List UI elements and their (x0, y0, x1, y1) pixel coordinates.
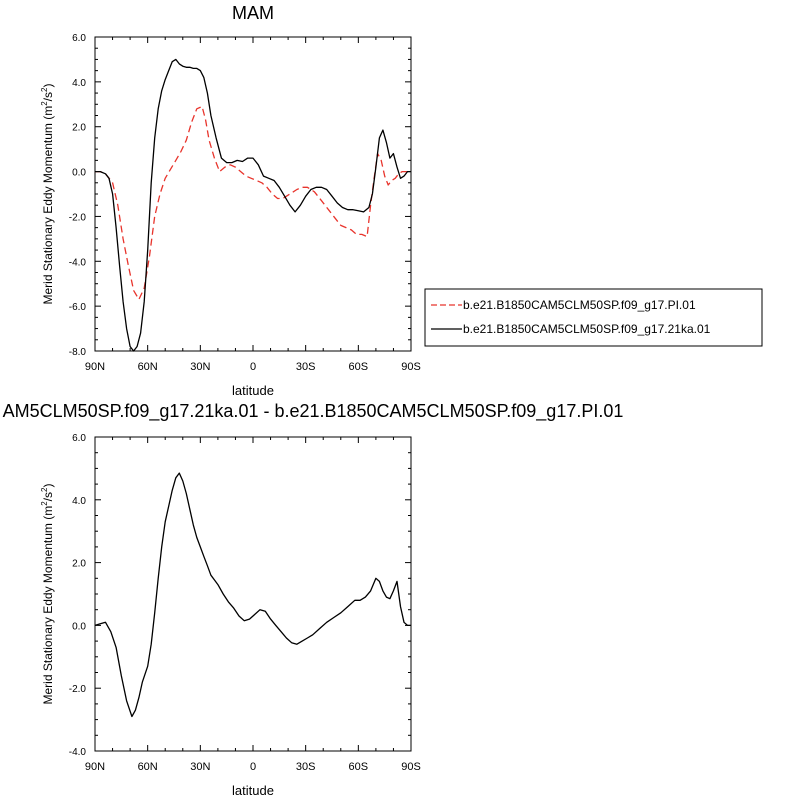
bottom-panel: AM5CLM50SP.f09_g17.21ka.01 - b.e21.B1850… (3, 401, 624, 798)
y-tick-label: -8.0 (69, 347, 87, 358)
y-tick-label: 2.0 (72, 559, 86, 570)
bottom-x-axis-label: latitude (232, 783, 274, 798)
x-tick-label: 0 (250, 361, 256, 373)
legend-label-21ka: b.e21.B1850CAM5CLM50SP.f09_g17.21ka.01 (463, 322, 711, 336)
legend-box (424, 288, 763, 347)
x-tick-label: 60S (349, 761, 369, 773)
top-y-axis-label: Merid Stationary Eddy Momentum (m2/s2) (40, 84, 55, 305)
top-plot-frame (94, 36, 412, 352)
top-chart-title: MAM (232, 3, 274, 23)
top-axis-ticks: 90N 60N 30N 0 30S 60S 90S -8.0 -6.0 -4.0 -2.0 0.0 2.… (69, 33, 421, 373)
legend: b.e21.B1850CAM5CLM50SP.f09_g17.PI.01 b.e… (424, 288, 763, 347)
bottom-y-axis-label: Merid Stationary Eddy Momentum (m2/s2) (40, 484, 55, 705)
bottom-plot-frame (94, 436, 412, 752)
y-tick-label: -4.0 (69, 747, 87, 758)
x-tick-label: 90S (401, 761, 421, 773)
y-tick-label: -2.0 (69, 684, 87, 695)
y-tick-label: -2.0 (69, 212, 87, 223)
y-tick-label: 0.0 (72, 168, 86, 179)
top-series-lines (95, 58, 411, 352)
top-x-axis-label: latitude (232, 383, 274, 398)
series-line-0-1 (95, 58, 411, 352)
x-tick-label: 0 (250, 761, 256, 773)
y-tick-label: 6.0 (72, 33, 86, 44)
y-tick-label: 6.0 (72, 433, 86, 444)
x-tick-label: 30N (190, 361, 210, 373)
x-tick-label: 30S (296, 761, 316, 773)
y-tick-label: -4.0 (69, 257, 87, 268)
x-tick-label: 30N (190, 761, 210, 773)
y-tick-label: 4.0 (72, 496, 86, 507)
legend-label-pi: b.e21.B1850CAM5CLM50SP.f09_g17.PI.01 (463, 298, 696, 312)
x-tick-label: 90N (85, 361, 105, 373)
top-panel: MAM latitude Merid Stationary Eddy Momen… (40, 3, 421, 398)
x-tick-label: 30S (296, 361, 316, 373)
y-tick-label: 4.0 (72, 78, 86, 89)
x-tick-label: 60S (349, 361, 369, 373)
x-tick-label: 60N (138, 361, 158, 373)
y-tick-label: 2.0 (72, 123, 86, 134)
series-line-1-0 (94, 472, 411, 718)
bottom-series-lines (94, 472, 411, 718)
x-tick-label: 90N (85, 761, 105, 773)
y-tick-label: 0.0 (72, 621, 86, 632)
y-tick-label: -6.0 (69, 302, 87, 313)
bottom-axis-ticks: 90N 60N 30N 0 30S 60S 90S -4.0 -2.0 0.0 2.0 4.0 6.0 (69, 433, 421, 773)
bottom-chart-title: AM5CLM50SP.f09_g17.21ka.01 - b.e21.B1850… (3, 401, 624, 422)
x-tick-label: 60N (138, 761, 158, 773)
series-line-0-0 (95, 105, 411, 301)
x-tick-label: 90S (401, 361, 421, 373)
